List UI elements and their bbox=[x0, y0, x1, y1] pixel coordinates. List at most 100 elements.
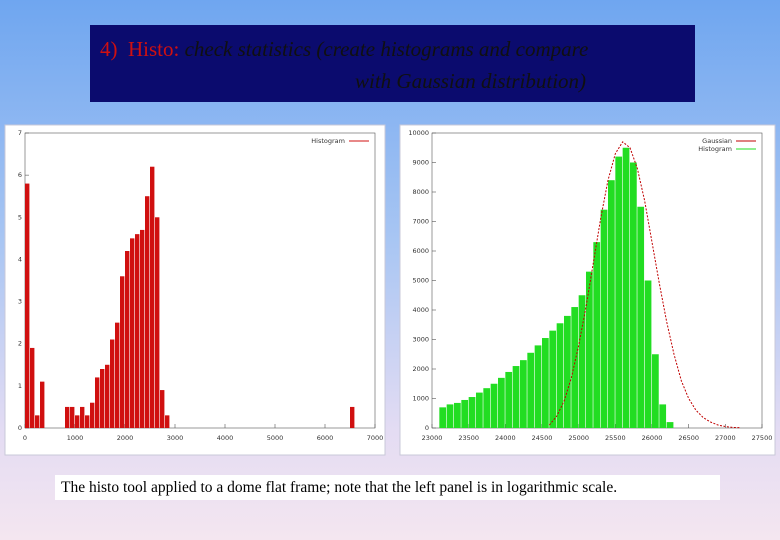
y-tick-label: 3 bbox=[18, 298, 22, 306]
histogram-bar bbox=[520, 360, 527, 428]
y-tick-label: 9000 bbox=[412, 159, 429, 167]
x-tick-label: 26500 bbox=[678, 434, 699, 442]
histogram-bar bbox=[130, 238, 135, 428]
histogram-bar bbox=[666, 422, 674, 428]
histogram-bar bbox=[593, 242, 601, 428]
histogram-bar bbox=[25, 183, 30, 428]
histogram-bar bbox=[65, 406, 70, 428]
x-tick-label: 26000 bbox=[642, 434, 663, 442]
histogram-bar bbox=[615, 156, 623, 428]
histogram-bar bbox=[644, 280, 652, 428]
histogram-bar bbox=[30, 347, 35, 428]
histogram-bar bbox=[75, 415, 80, 428]
y-tick-label: 5 bbox=[18, 213, 22, 221]
x-tick-label: 23500 bbox=[458, 434, 479, 442]
y-tick-label: 7 bbox=[18, 129, 22, 137]
histogram-bar bbox=[527, 352, 535, 428]
histogram-bar bbox=[652, 354, 659, 428]
histogram-bar bbox=[461, 399, 469, 428]
histogram-bar bbox=[80, 406, 85, 428]
histogram-bar bbox=[155, 217, 160, 428]
y-tick-label: 7000 bbox=[412, 218, 429, 226]
histogram-bar bbox=[85, 415, 90, 428]
caption: The histo tool applied to a dome flat fr… bbox=[55, 475, 720, 500]
histogram-bar bbox=[476, 392, 483, 428]
histogram-bar bbox=[135, 234, 140, 428]
histogram-bar bbox=[145, 196, 150, 428]
chart-panel bbox=[4, 124, 386, 456]
y-tick-label: 2000 bbox=[412, 365, 429, 373]
x-tick-label: 1000 bbox=[67, 434, 84, 442]
x-tick-label: 27000 bbox=[715, 434, 736, 442]
histogram-bar bbox=[608, 180, 615, 428]
y-tick-label: 8000 bbox=[412, 188, 429, 196]
histogram-bar bbox=[542, 338, 549, 428]
y-tick-label: 6000 bbox=[412, 247, 429, 255]
histogram-bar bbox=[490, 383, 498, 428]
y-tick-label: 1000 bbox=[412, 395, 429, 403]
histogram-bar bbox=[637, 206, 645, 428]
histogram-bar bbox=[125, 251, 130, 428]
histogram-bar bbox=[150, 166, 155, 428]
histogram-bar bbox=[454, 402, 461, 428]
title-lead: Histo: bbox=[128, 37, 180, 61]
histogram-bar bbox=[95, 377, 100, 428]
histogram-bar bbox=[586, 271, 593, 428]
y-tick-label: 3000 bbox=[412, 336, 429, 344]
histogram-bar bbox=[630, 162, 637, 428]
histogram-bar bbox=[105, 364, 110, 428]
histogram-bar bbox=[350, 406, 355, 428]
x-tick-label: 4000 bbox=[217, 434, 234, 442]
histogram-bar bbox=[659, 404, 667, 428]
title-number: 4) bbox=[100, 37, 118, 61]
y-tick-label: 0 bbox=[425, 424, 429, 432]
histogram-bar bbox=[110, 339, 115, 428]
histogram-bar bbox=[578, 295, 586, 428]
x-tick-label: 27500 bbox=[752, 434, 773, 442]
histogram-bar bbox=[90, 402, 95, 428]
gaussian-line bbox=[548, 141, 741, 429]
x-tick-label: 23000 bbox=[422, 434, 443, 442]
histogram-bar bbox=[35, 415, 40, 428]
y-tick-label: 4 bbox=[18, 255, 22, 263]
x-tick-label: 0 bbox=[23, 434, 27, 442]
histogram-bar bbox=[483, 388, 491, 428]
histogram-bar bbox=[439, 407, 447, 428]
x-tick-label: 2000 bbox=[117, 434, 134, 442]
histogram-bar bbox=[165, 415, 170, 428]
histogram-bar bbox=[100, 369, 105, 428]
legend-label: Gaussian bbox=[702, 137, 732, 145]
title-line: with Gaussian distribution) bbox=[355, 69, 587, 93]
y-tick-label: 6 bbox=[18, 171, 22, 179]
y-tick-label: 4000 bbox=[412, 306, 429, 314]
title-line: check statistics (create histograms and … bbox=[184, 37, 589, 61]
y-tick-label: 2 bbox=[18, 340, 22, 348]
x-tick-label: 25500 bbox=[605, 434, 626, 442]
histogram-bar bbox=[571, 307, 579, 428]
histogram-bar bbox=[70, 406, 75, 428]
x-tick-label: 5000 bbox=[267, 434, 284, 442]
histogram-bar bbox=[120, 276, 125, 428]
legend-label: Histogram bbox=[698, 145, 732, 153]
histogram-bar bbox=[446, 404, 454, 428]
histogram-bar bbox=[512, 366, 520, 428]
histogram-bar bbox=[468, 397, 476, 428]
histogram-bar bbox=[498, 377, 505, 428]
x-tick-label: 3000 bbox=[167, 434, 184, 442]
histogram-bar bbox=[549, 330, 557, 428]
title-box: 4) Histo: check statistics (create histo… bbox=[90, 25, 695, 102]
y-tick-label: 1 bbox=[18, 382, 22, 390]
histogram-bar bbox=[622, 147, 630, 428]
histogram-bar bbox=[140, 229, 145, 428]
histogram-bar bbox=[564, 315, 571, 428]
y-tick-label: 0 bbox=[18, 424, 22, 432]
histogram-bar bbox=[556, 323, 564, 428]
histogram-bar bbox=[40, 381, 45, 428]
histogram-bar bbox=[505, 371, 513, 428]
x-tick-label: 24500 bbox=[532, 434, 553, 442]
histogram-bar bbox=[534, 345, 542, 428]
histogram-bar bbox=[160, 390, 165, 428]
x-tick-label: 25000 bbox=[568, 434, 589, 442]
